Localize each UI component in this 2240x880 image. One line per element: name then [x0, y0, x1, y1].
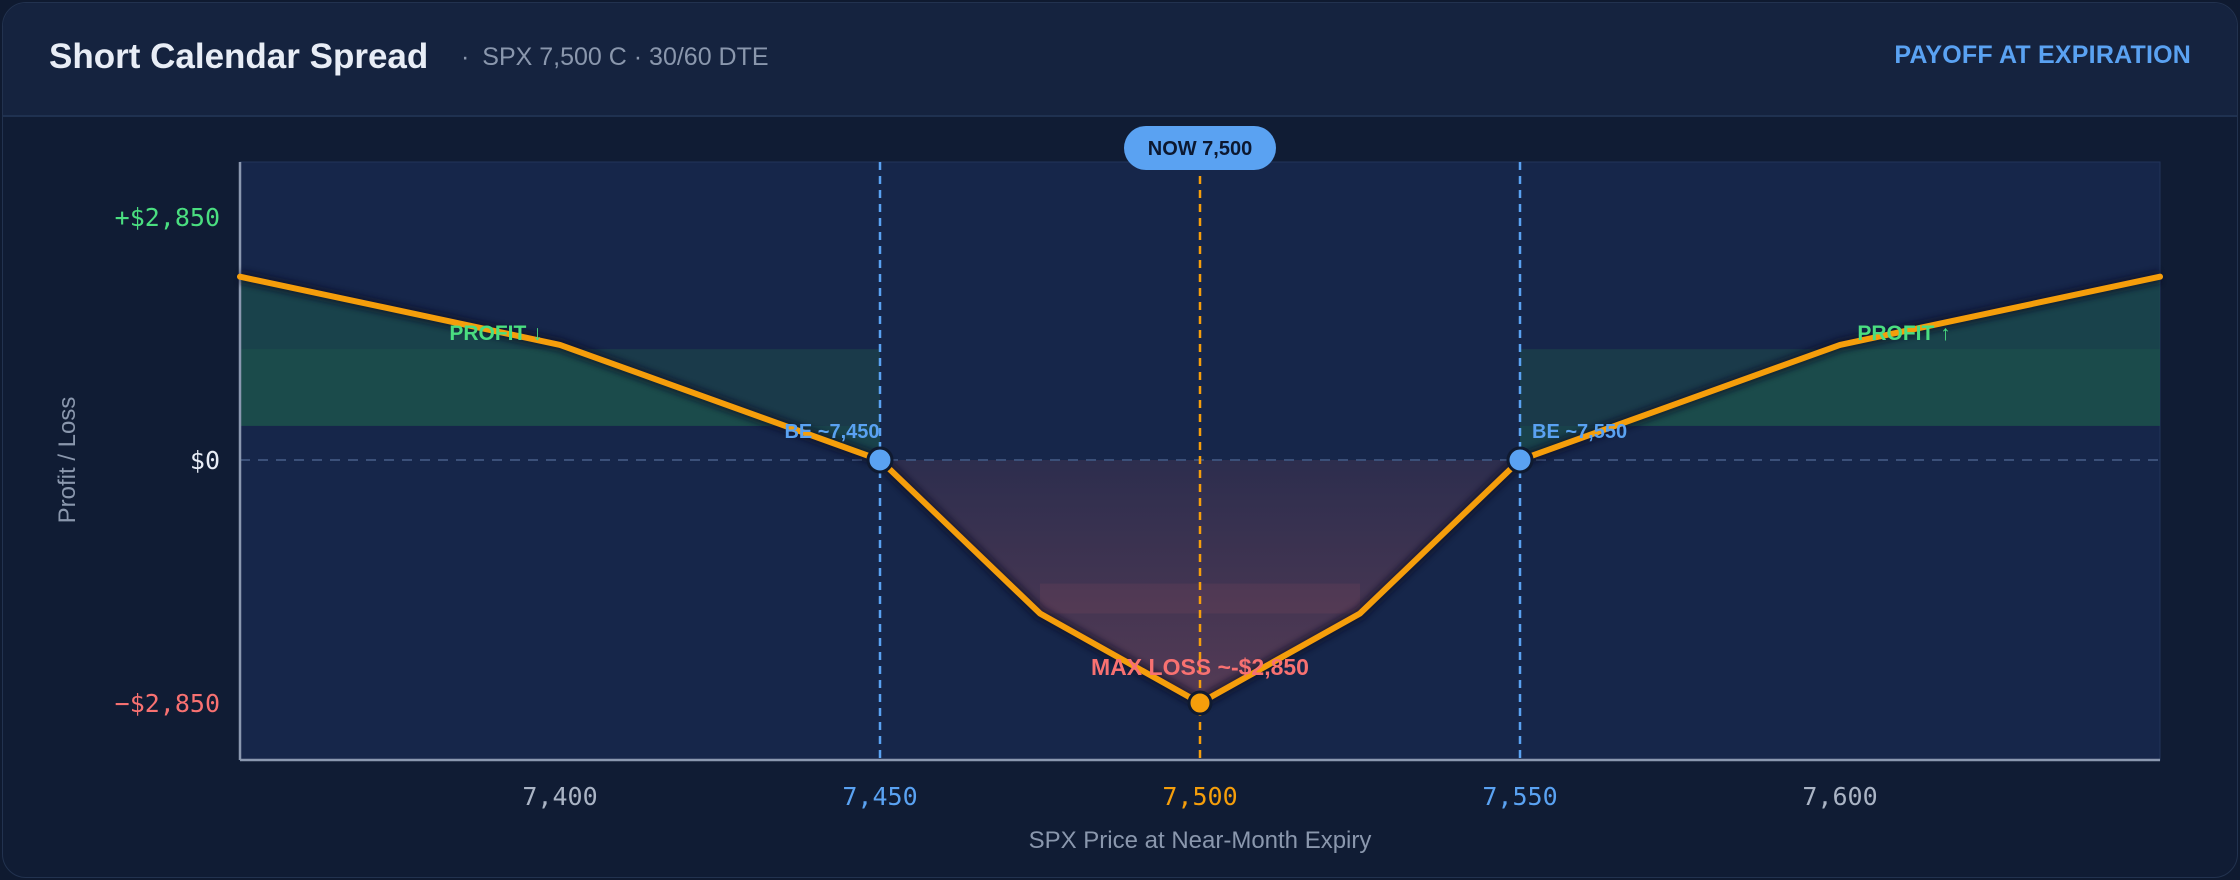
y-tick-label: $0	[190, 446, 220, 475]
y-tick-label: +$2,850	[115, 203, 220, 232]
profit-fill-left	[240, 276, 880, 460]
payoff-mode-label: PAYOFF AT EXPIRATION	[1894, 41, 2191, 69]
breakeven-label: BE ~7,550	[1532, 421, 1627, 443]
x-tick-label: 7,450	[842, 782, 917, 811]
profit-label-right: PROFIT ↑	[1857, 322, 1950, 345]
now-badge-label: NOW 7,500	[1148, 138, 1252, 160]
breakeven-marker	[1506, 446, 1534, 474]
subtitle-dte: 30/60 DTE	[649, 43, 769, 71]
subtitle-separator: ·	[633, 43, 650, 71]
loss-region	[880, 460, 1520, 703]
now-badge	[1124, 126, 1276, 170]
breakeven-marker	[866, 446, 894, 474]
breakeven-label: BE ~7,450	[784, 421, 879, 443]
x-tick-label: 7,600	[1802, 782, 1877, 811]
x-tick-label: 7,400	[522, 782, 597, 811]
x-axis-label: SPX Price at Near-Month Expiry	[1029, 827, 1372, 854]
x-tick-label: 7,500	[1162, 782, 1237, 811]
card-header: Short Calendar Spread · SPX 7,500 C · 30…	[3, 3, 2237, 117]
profit-fill-right	[1520, 276, 2160, 460]
x-tick-label: 7,550	[1482, 782, 1557, 811]
max-loss-label: MAX LOSS ~-$2,850	[1091, 654, 1309, 680]
subtitle-separator: ·	[461, 43, 470, 71]
subtitle-instrument: SPX 7,500 C	[482, 43, 627, 71]
chart-subtitle: · SPX 7,500 C · 30/60 DTE	[461, 43, 769, 72]
y-axis-label: Profit / Loss	[54, 397, 81, 524]
y-tick-label: −$2,850	[115, 689, 220, 718]
chart-title: Short Calendar Spread	[49, 37, 429, 76]
max-loss-marker	[1187, 690, 1213, 716]
profit-label-left: PROFIT ↓	[449, 322, 542, 345]
